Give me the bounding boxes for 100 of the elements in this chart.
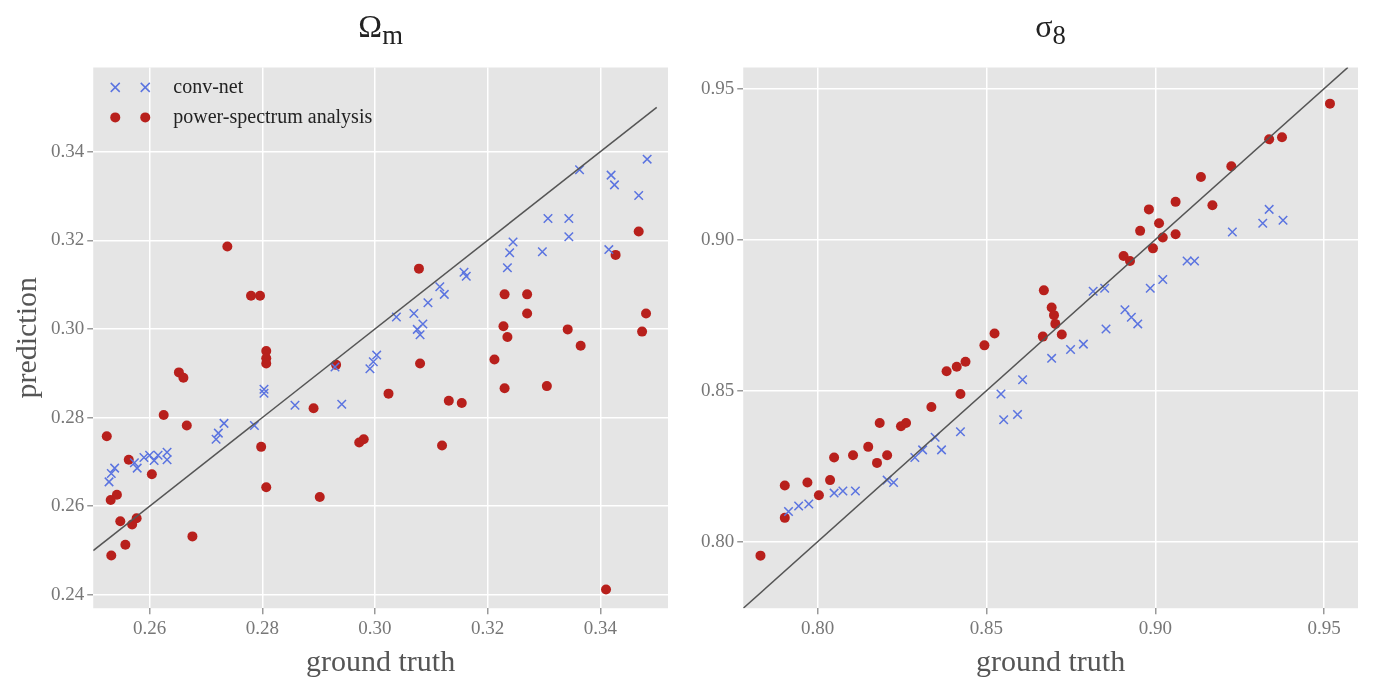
point [1078,339,1089,350]
point [417,319,428,330]
point [434,281,445,292]
point [187,531,198,542]
point [123,454,134,465]
point [1264,204,1275,215]
point [364,363,375,374]
point [960,356,971,367]
point [850,485,861,496]
point [793,501,804,512]
point [575,340,586,351]
y-tick-label: 0.24 [51,582,85,604]
point [105,495,116,506]
point [437,440,448,451]
point [443,395,454,406]
point [461,271,472,282]
point [609,179,620,190]
point [829,488,840,499]
point [120,539,131,550]
x-tick-label: 0.28 [245,616,279,638]
point [917,444,928,455]
point [837,485,848,496]
point [813,490,824,501]
point [358,434,369,445]
point [1132,318,1143,329]
point [989,328,1000,339]
y-tick-label: 0.28 [51,405,85,427]
point [563,213,574,224]
point [633,226,644,237]
point [926,401,937,412]
point [574,164,585,175]
point [1157,274,1168,285]
point [637,326,648,337]
point [383,388,394,399]
point [415,358,426,369]
point [979,340,990,351]
point [803,498,814,509]
point [129,457,140,468]
point [563,231,574,242]
point [456,397,467,408]
x-tick-label: 0.30 [358,616,392,638]
point [508,237,519,248]
x-tick-label: 0.26 [132,616,167,638]
point [633,190,644,201]
point [408,308,419,319]
x-tick-label: 0.80 [800,616,835,638]
point [610,249,621,260]
point [489,354,500,365]
x-tick-label: 0.85 [969,616,1004,638]
x-tick-label: 0.95 [1307,616,1341,638]
y-tick-label: 0.90 [701,227,735,249]
point [391,311,402,322]
point [249,420,260,431]
point [368,356,379,367]
point [641,308,652,319]
point [783,506,794,517]
point [1119,304,1130,315]
point [882,475,893,486]
point [499,289,510,300]
point [439,289,450,300]
point [951,361,962,372]
chart-title: Ω$_{m}$ [357,8,404,52]
point [998,414,1009,425]
point [222,241,233,252]
point [1189,256,1200,267]
point [459,267,470,278]
point [825,475,836,486]
point [755,550,766,561]
point [1056,329,1067,340]
point [218,418,229,429]
point [874,418,885,428]
point [779,512,790,523]
point [1195,172,1206,183]
point [158,409,169,420]
point [1324,98,1335,109]
point [289,400,300,411]
point [261,482,272,493]
point [1278,215,1289,226]
point [371,350,382,361]
point [502,262,513,273]
point [504,247,515,258]
x-axis-title: ground truth [306,643,456,677]
point [1126,312,1137,323]
point [1154,218,1165,229]
point [422,297,433,308]
point [872,457,883,468]
point [109,463,120,474]
x-axis-title: ground truth [976,643,1126,677]
point [308,403,319,414]
point [1038,285,1049,296]
chart-title: σ$_{8}$ [1034,8,1067,52]
point [336,399,347,410]
point [541,381,552,392]
point [111,489,122,500]
point [101,431,112,442]
point [1182,256,1193,267]
y-tick-label: 0.85 [701,378,735,400]
x-tick-label: 0.90 [1138,616,1172,638]
point [1170,196,1181,207]
point [1065,344,1076,355]
